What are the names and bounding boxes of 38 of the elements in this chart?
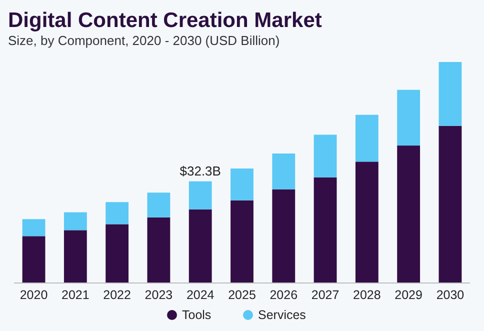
bar <box>355 162 378 283</box>
bar <box>230 168 254 200</box>
x-tick-label: 2022 <box>103 288 132 302</box>
x-tick-label: 2023 <box>144 288 173 302</box>
chart-subtitle: Size, by Component, 2020 - 2030 (USD Billion) <box>8 33 280 48</box>
bar <box>438 62 462 126</box>
bar <box>22 219 46 236</box>
x-tick-label: 2025 <box>228 288 256 302</box>
bar <box>230 200 254 283</box>
bar <box>314 134 337 178</box>
bar <box>106 202 129 224</box>
bar <box>397 146 420 283</box>
bar <box>397 90 420 146</box>
bar <box>272 189 296 283</box>
bar <box>355 114 378 162</box>
x-tick-label: 2026 <box>270 288 298 302</box>
bar <box>188 181 212 210</box>
x-tick-label: 2028 <box>353 288 381 302</box>
x-tick-label: 2020 <box>20 288 48 302</box>
bar <box>438 126 462 283</box>
x-tick-label: 2027 <box>311 288 340 302</box>
bar <box>314 177 337 283</box>
legend-label: Services <box>258 308 306 322</box>
bar <box>188 209 212 283</box>
x-tick-label: 2030 <box>436 288 464 302</box>
bar <box>64 230 87 283</box>
x-tick-label: 2029 <box>394 288 423 302</box>
annotation: $32.3B <box>180 163 221 178</box>
bar <box>147 192 170 218</box>
chart-title: Digital Content Creation Market <box>8 9 322 32</box>
bar <box>106 224 129 283</box>
x-tick-label: 2024 <box>186 288 214 302</box>
bar <box>147 217 170 283</box>
bar <box>64 212 87 230</box>
bar <box>272 153 296 190</box>
x-tick-label: 2021 <box>62 288 90 302</box>
bar <box>22 236 46 283</box>
legend-label: Tools <box>182 308 212 322</box>
